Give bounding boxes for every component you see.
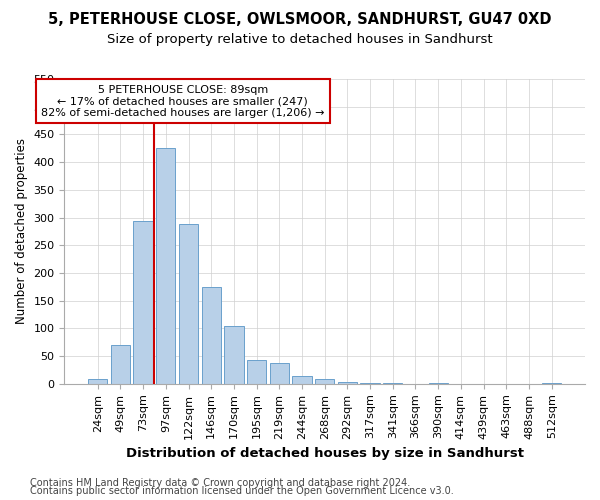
Text: 5 PETERHOUSE CLOSE: 89sqm
← 17% of detached houses are smaller (247)
82% of semi: 5 PETERHOUSE CLOSE: 89sqm ← 17% of detac… (41, 84, 325, 118)
Bar (202, 287, 221, 384)
Bar (224, 326, 244, 384)
Text: Contains public sector information licensed under the Open Government Licence v3: Contains public sector information licen… (30, 486, 454, 496)
Bar (428, 382, 448, 384)
Bar (247, 360, 266, 384)
Bar (315, 380, 334, 384)
Bar (292, 376, 311, 384)
Bar (179, 224, 198, 384)
X-axis label: Distribution of detached houses by size in Sandhurst: Distribution of detached houses by size … (126, 447, 524, 460)
Bar (542, 382, 562, 384)
Bar (111, 345, 130, 384)
Text: Size of property relative to detached houses in Sandhurst: Size of property relative to detached ho… (107, 32, 493, 46)
Y-axis label: Number of detached properties: Number of detached properties (15, 138, 28, 324)
Bar (156, 148, 175, 384)
Bar (338, 382, 357, 384)
Bar (88, 380, 107, 384)
Text: 5, PETERHOUSE CLOSE, OWLSMOOR, SANDHURST, GU47 0XD: 5, PETERHOUSE CLOSE, OWLSMOOR, SANDHURST… (48, 12, 552, 28)
Bar (361, 382, 380, 384)
Bar (269, 364, 289, 384)
Bar (133, 222, 153, 384)
Text: Contains HM Land Registry data © Crown copyright and database right 2024.: Contains HM Land Registry data © Crown c… (30, 478, 410, 488)
